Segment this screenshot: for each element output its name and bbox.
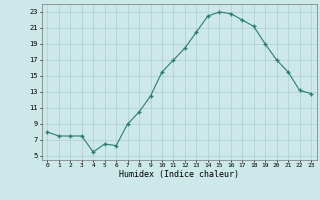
- X-axis label: Humidex (Indice chaleur): Humidex (Indice chaleur): [119, 170, 239, 179]
